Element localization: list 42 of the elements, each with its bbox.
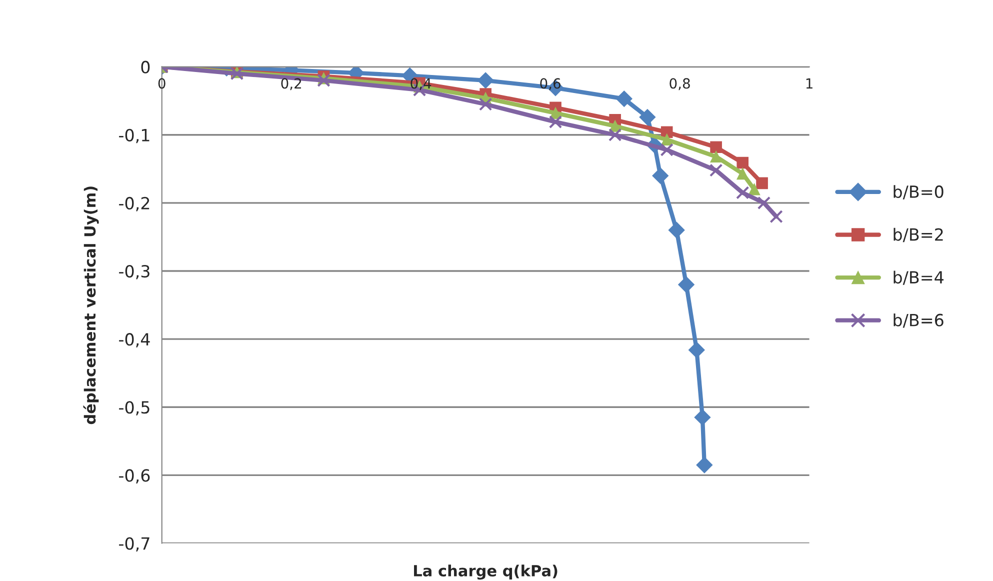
point — [757, 196, 771, 210]
y-tick-label: 0 — [141, 60, 150, 74]
point — [317, 74, 330, 88]
legend-label: b/B=2 — [894, 228, 943, 242]
legend-label: b/B=6 — [894, 314, 944, 328]
y-tick-label: -0,4 — [119, 333, 150, 348]
point — [478, 98, 492, 111]
y-axis-title: déplacement vertical Uy(m) — [83, 186, 99, 424]
point — [736, 156, 749, 169]
point — [639, 108, 656, 126]
point — [477, 72, 494, 89]
point — [678, 276, 694, 293]
point — [710, 141, 722, 154]
point — [696, 456, 713, 474]
legend-label: b/B=4 — [894, 270, 944, 285]
point — [736, 186, 750, 200]
y-tick-label: -0,2 — [119, 196, 150, 212]
point — [660, 143, 674, 156]
y-tick-label: -0,5 — [119, 401, 150, 416]
x-axis-title: La charge q(kPa) — [414, 564, 558, 580]
point — [652, 168, 669, 184]
point — [688, 342, 705, 358]
point — [694, 409, 711, 426]
x-tick-label: 1 — [806, 78, 812, 88]
x-tick-label: 0,8 — [670, 78, 690, 90]
y-tick-label: -0,7 — [119, 537, 150, 552]
point — [709, 164, 723, 177]
y-tick-label: -0,3 — [119, 264, 150, 280]
y-tick-label: -0,1 — [119, 128, 150, 144]
point — [736, 168, 749, 180]
point — [660, 134, 673, 146]
y-tick-label: -0,6 — [119, 469, 150, 484]
point — [770, 210, 783, 224]
point — [756, 177, 768, 190]
point — [548, 115, 562, 129]
point — [616, 90, 632, 108]
legend-label: b/B=0 — [894, 185, 944, 200]
x-tick-label: 0,2 — [281, 78, 301, 90]
point — [748, 183, 760, 196]
point — [668, 222, 685, 238]
point — [710, 150, 722, 163]
point — [608, 128, 622, 142]
